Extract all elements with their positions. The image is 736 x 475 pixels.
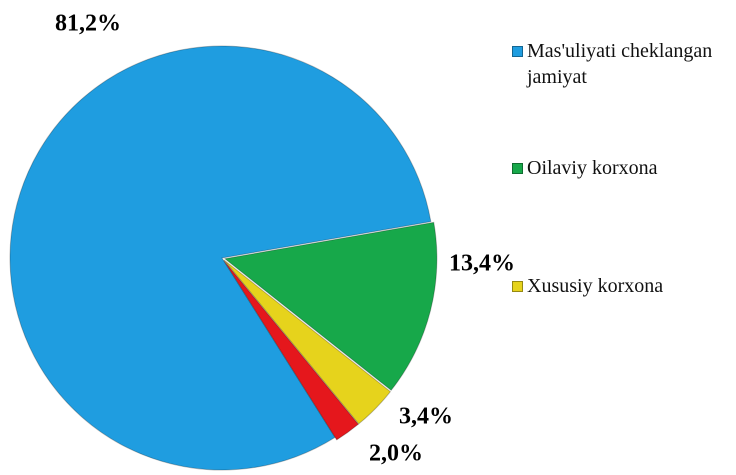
pie-slice bbox=[223, 260, 360, 441]
legend-item: Oilaviy korxona bbox=[512, 155, 717, 181]
data-label: 3,4% bbox=[399, 404, 453, 430]
legend-label: Xususiy korxona bbox=[527, 275, 664, 297]
pie-slice bbox=[223, 259, 392, 425]
data-label: 2,0% bbox=[369, 441, 423, 467]
data-label: 81,2% bbox=[55, 11, 121, 37]
legend-item: Mas'uliyati cheklangan jamiyat bbox=[512, 38, 717, 90]
data-label: 13,4% bbox=[449, 251, 515, 277]
pie-slice bbox=[223, 221, 438, 392]
legend-label: Oilaviy korxona bbox=[527, 157, 658, 179]
legend-swatch bbox=[512, 163, 523, 174]
legend-swatch bbox=[512, 46, 523, 57]
legend-item: Xususiy korxona bbox=[512, 273, 717, 299]
legend-swatch bbox=[512, 281, 523, 292]
legend-label: Mas'uliyati cheklangan jamiyat bbox=[527, 40, 713, 88]
pie-slice bbox=[9, 45, 432, 471]
